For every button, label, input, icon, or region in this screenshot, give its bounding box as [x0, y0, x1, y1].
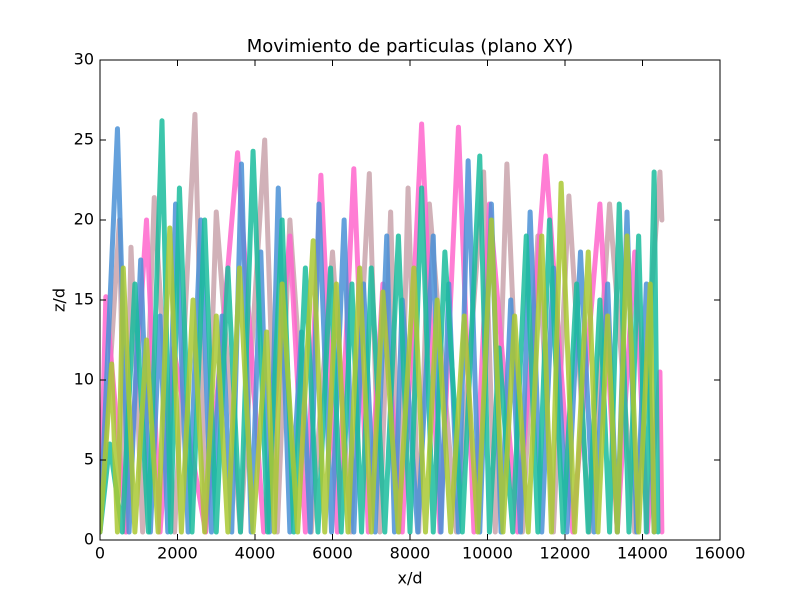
y-tick-label: 15 — [74, 290, 94, 309]
particle-trajectory — [100, 118, 661, 535]
chart-title: Movimiento de particulas (plano XY) — [247, 36, 574, 57]
y-tick-label: 25 — [74, 130, 94, 149]
x-tick-label: 16000 — [695, 544, 746, 563]
x-tick-label: 6000 — [312, 544, 353, 563]
y-tick-label: 10 — [74, 370, 94, 389]
y-axis-label: z/d — [50, 288, 69, 312]
y-tick-label: 20 — [74, 210, 94, 229]
y-tick-label: 5 — [84, 450, 94, 469]
x-tick-label: 10000 — [462, 544, 513, 563]
x-tick-label: 0 — [95, 544, 105, 563]
x-tick-label: 4000 — [235, 544, 276, 563]
x-tick-label: 2000 — [157, 544, 198, 563]
x-tick-label: 14000 — [617, 544, 668, 563]
y-tick-label: 30 — [74, 50, 94, 69]
plot-area — [100, 111, 665, 535]
x-tick-label: 8000 — [390, 544, 431, 563]
x-axis-label: x/d — [397, 569, 422, 588]
x-tick-label: 12000 — [540, 544, 591, 563]
particle-trajectory — [100, 180, 657, 535]
y-tick-label: 0 — [84, 530, 94, 549]
